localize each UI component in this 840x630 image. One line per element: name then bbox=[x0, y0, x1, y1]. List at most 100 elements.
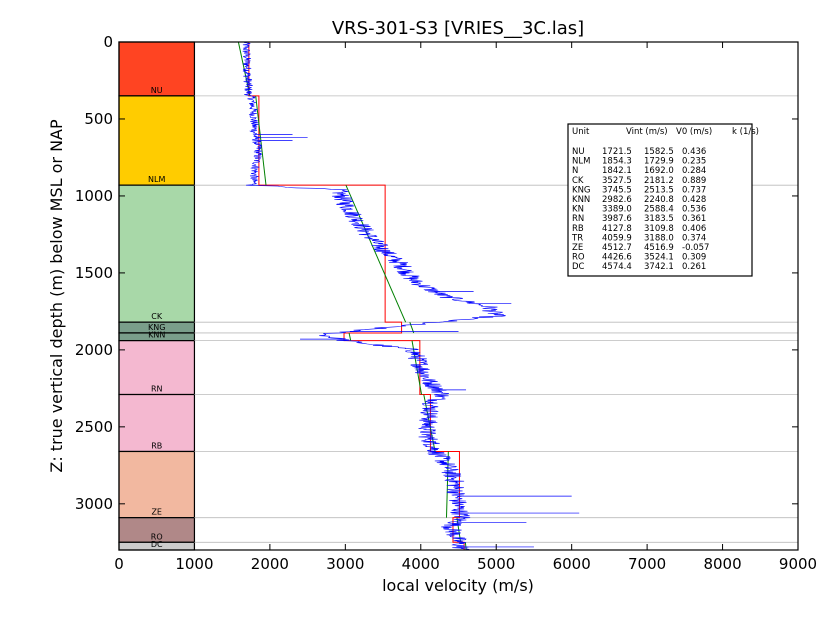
unit-block-ro bbox=[118, 517, 196, 543]
legend-cell-6-1: 3389.0 bbox=[602, 205, 632, 215]
legend-cell-0-1: 1721.5 bbox=[602, 147, 632, 157]
unit-label-ck: CK bbox=[151, 312, 163, 321]
legend-cell-7-2: 3183.5 bbox=[644, 214, 674, 224]
legend-cell-1-1: 1854.3 bbox=[602, 157, 632, 167]
legend-cell-0-2: 1582.5 bbox=[644, 147, 674, 157]
legend-cell-2-3: 0.284 bbox=[682, 166, 706, 176]
legend-cell-3-1: 3527.5 bbox=[602, 176, 632, 186]
series-v0k-ze bbox=[445, 451, 449, 518]
legend-cell-12-1: 4574.4 bbox=[602, 262, 632, 272]
legend-cell-5-2: 2240.8 bbox=[644, 195, 674, 205]
unit-block-nu bbox=[118, 41, 196, 97]
legend-cell-0-0: NU bbox=[572, 147, 585, 157]
legend-cell-9-2: 3188.0 bbox=[644, 233, 674, 243]
x-tick-label-7000: 7000 bbox=[628, 555, 666, 573]
unit-label-dc: DC bbox=[151, 540, 163, 549]
legend-cell-2-0: N bbox=[572, 166, 578, 176]
series-vint bbox=[248, 42, 465, 550]
y-axis-ticks: 0 500 1000 1500 2000 2500 3000 bbox=[75, 33, 798, 513]
legend-cell-7-0: RN bbox=[572, 214, 584, 224]
legend-cell-9-1: 4059.9 bbox=[602, 233, 632, 243]
unit-label-kng: KNG bbox=[148, 323, 165, 332]
y-tick-label-2500: 2500 bbox=[75, 418, 113, 436]
legend-cell-3-0: CK bbox=[572, 176, 584, 186]
legend-cell-11-3: 0.309 bbox=[682, 253, 706, 263]
legend-cell-7-1: 3987.6 bbox=[602, 214, 632, 224]
unit-label-nu: NU bbox=[151, 86, 163, 95]
legend-cell-10-2: 4516.9 bbox=[644, 243, 674, 253]
y-tick-label-1000: 1000 bbox=[75, 187, 113, 205]
series-velocity-log bbox=[242, 41, 506, 551]
x-tick-label-2000: 2000 bbox=[251, 555, 289, 573]
legend-cell-4-0: KNG bbox=[572, 185, 591, 195]
legend-cell-11-0: RO bbox=[572, 253, 585, 263]
x-tick-label-8000: 8000 bbox=[703, 555, 741, 573]
legend-cell-4-2: 2513.5 bbox=[644, 185, 674, 195]
x-tick-label-5000: 5000 bbox=[477, 555, 515, 573]
x-tick-label-6000: 6000 bbox=[553, 555, 591, 573]
legend-cell-0-3: 0.436 bbox=[682, 147, 706, 157]
legend-cell-6-0: KN bbox=[572, 205, 584, 215]
x-axis-label: local velocity (m/s) bbox=[382, 576, 534, 595]
legend-cell-6-3: 0.536 bbox=[682, 205, 706, 215]
legend-cell-10-0: ZE bbox=[572, 243, 583, 253]
x-tick-label-3000: 3000 bbox=[326, 555, 364, 573]
plot-frame bbox=[118, 41, 799, 551]
legend-table: Unit Vint (m/s) V0 (m/s) k (1/s) NU 1721.5 158… bbox=[567, 123, 759, 277]
x-tick-label-1000: 1000 bbox=[175, 555, 213, 573]
y-tick-label-3000: 3000 bbox=[75, 495, 113, 513]
legend-cell-9-0: TR bbox=[571, 233, 583, 243]
unit-block-nlm bbox=[118, 95, 196, 186]
legend-cell-6-2: 2588.4 bbox=[644, 205, 674, 215]
unit-label-rn: RN bbox=[151, 385, 163, 394]
legend-box bbox=[567, 123, 753, 277]
legend-cell-8-3: 0.406 bbox=[682, 224, 706, 234]
y-tick-label-0: 0 bbox=[103, 33, 113, 51]
legend-cell-3-3: 0.889 bbox=[682, 176, 706, 186]
legend-cell-11-1: 4426.6 bbox=[602, 253, 632, 263]
x-tick-label-4000: 4000 bbox=[402, 555, 440, 573]
legend-cell-4-3: 0.737 bbox=[682, 185, 706, 195]
series-v0k-ck bbox=[345, 184, 407, 323]
legend-cell-8-1: 4127.8 bbox=[602, 224, 632, 234]
legend-cell-8-2: 3109.8 bbox=[644, 224, 674, 234]
legend-cell-12-3: 0.261 bbox=[682, 262, 706, 272]
x-tick-label-0: 0 bbox=[114, 555, 124, 573]
legend-cell-7-3: 0.361 bbox=[682, 214, 706, 224]
legend-cell-12-2: 3742.1 bbox=[644, 262, 674, 272]
legend-cell-3-2: 2181.2 bbox=[644, 176, 674, 186]
legend-cell-10-1: 4512.7 bbox=[602, 243, 632, 253]
legend-header-1: Vint (m/s) bbox=[626, 127, 668, 137]
y-axis-label: Z: true vertical depth (m) below MSL or … bbox=[47, 119, 66, 473]
unit-block-ze bbox=[118, 450, 196, 519]
unit-label-knn: KNN bbox=[148, 331, 165, 340]
unit-label-ze: ZE bbox=[151, 508, 162, 517]
legend-cell-2-1: 1842.1 bbox=[602, 166, 632, 176]
legend-cell-11-2: 3524.1 bbox=[644, 253, 674, 263]
legend-cell-1-0: NLM bbox=[572, 157, 590, 167]
legend-header-0: Unit bbox=[572, 127, 590, 137]
unit-block-ck bbox=[118, 184, 196, 323]
legend-cell-12-0: DC bbox=[572, 262, 585, 272]
legend-cell-8-0: RB bbox=[572, 224, 584, 234]
velocity-series bbox=[237, 41, 580, 551]
chart-title: VRS-301-S3 [VRIES__3C.las] bbox=[332, 18, 584, 39]
legend-cell-1-2: 1729.9 bbox=[644, 157, 674, 167]
legend-header-3: k (1/s) bbox=[732, 127, 759, 137]
x-axis-ticks: 0 1000 2000 3000 4000 5000 6000 7000 8000 9000 bbox=[114, 42, 817, 573]
unit-label-nlm: NLM bbox=[148, 175, 165, 184]
y-tick-label-500: 500 bbox=[84, 110, 113, 128]
legend-cell-2-2: 1692.0 bbox=[644, 166, 674, 176]
y-tick-label-2000: 2000 bbox=[75, 341, 113, 359]
legend-cell-5-0: KNN bbox=[572, 195, 590, 205]
legend-header-2: V0 (m/s) bbox=[676, 127, 712, 137]
legend-cell-10-3: -0.057 bbox=[682, 243, 709, 253]
x-tick-label-9000: 9000 bbox=[779, 555, 817, 573]
legend-cell-5-3: 0.428 bbox=[682, 195, 706, 205]
unit-label-rb: RB bbox=[151, 441, 162, 450]
legend-cell-9-3: 0.374 bbox=[682, 233, 706, 243]
unit-label-ro: RO bbox=[151, 532, 163, 541]
legend-cell-4-1: 3745.5 bbox=[602, 185, 632, 195]
